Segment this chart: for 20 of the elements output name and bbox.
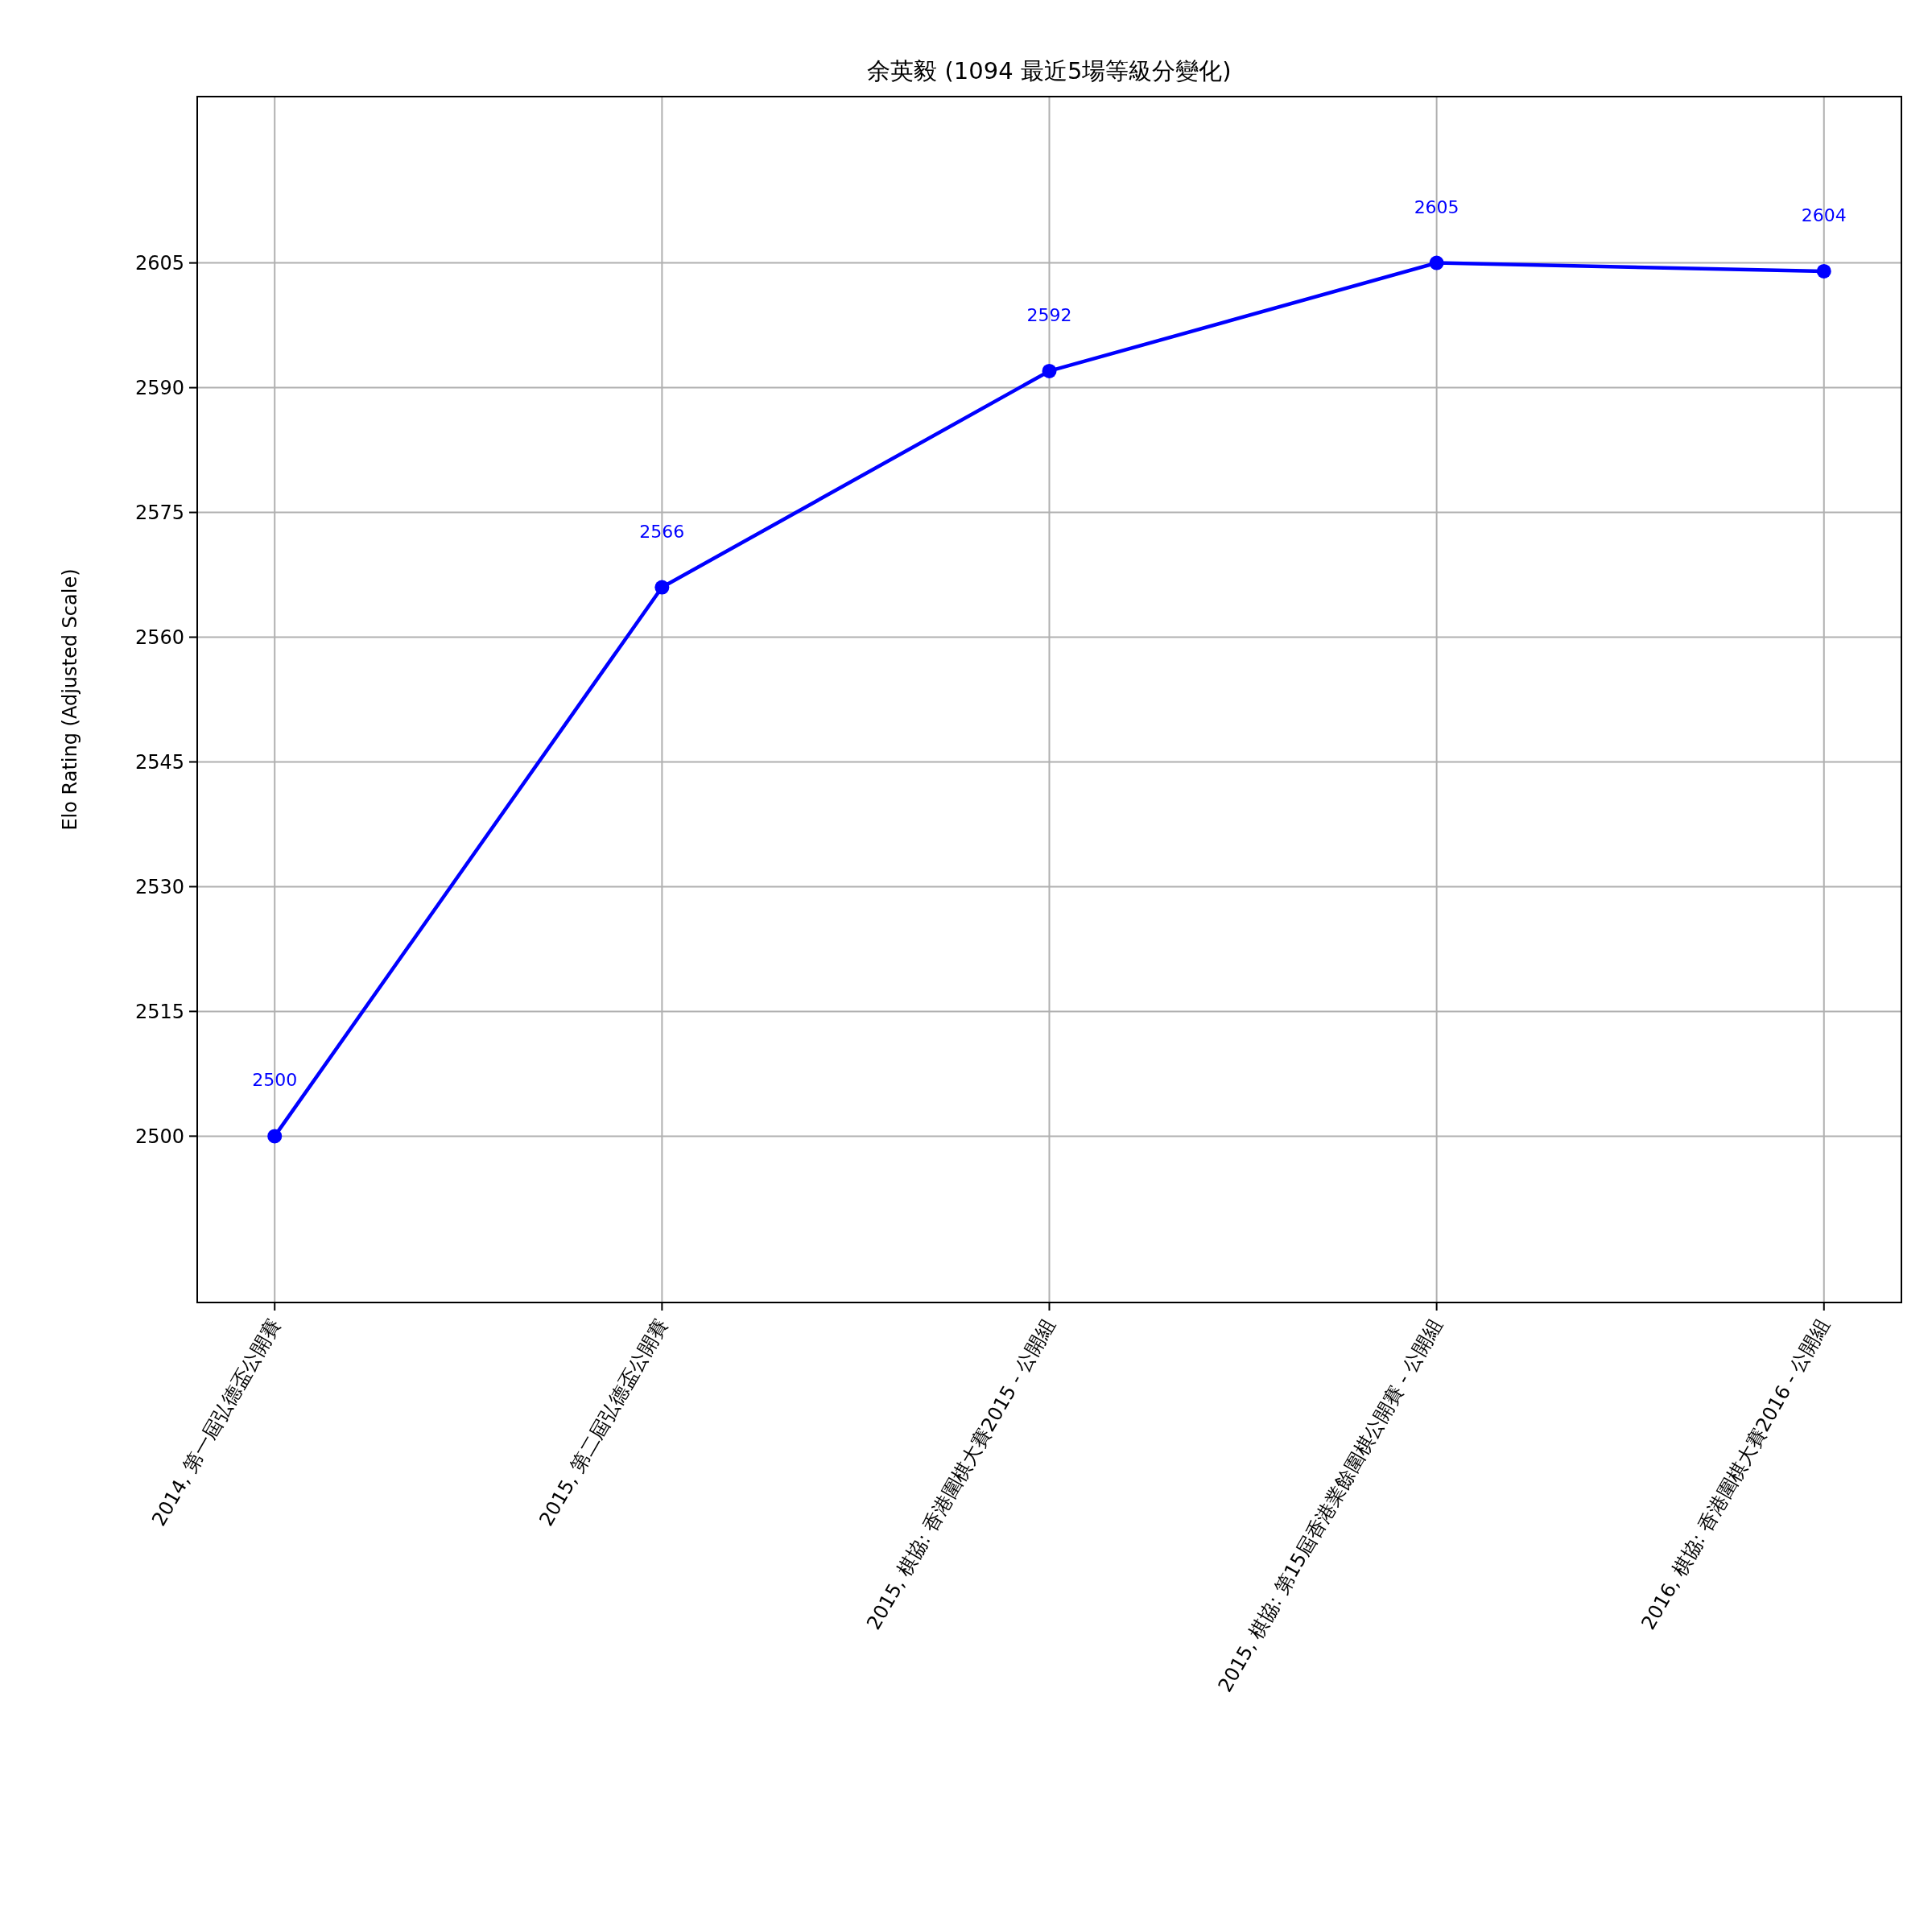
point [267, 1129, 283, 1144]
data-label: 2566 [639, 521, 685, 542]
y-tick-label: 2545 [134, 750, 184, 774]
point [1816, 263, 1831, 279]
y-tick-label: 2530 [134, 875, 184, 898]
data-label: 2605 [1414, 196, 1459, 217]
y-tick-label: 2500 [134, 1125, 184, 1148]
chart-title: 余英毅 (1094 最近5場等級分變化) [867, 57, 1232, 85]
point [1042, 363, 1057, 378]
y-tick-label: 2590 [134, 376, 184, 399]
y-tick-label: 2575 [134, 501, 184, 524]
y-tick-label: 2605 [134, 252, 184, 275]
y-tick-label: 2515 [134, 1000, 184, 1023]
y-tick-label: 2560 [134, 625, 184, 649]
data-label: 2604 [1801, 204, 1847, 225]
y-axis-title: Elo Rating (Adjusted Scale) [59, 568, 81, 831]
point [1429, 255, 1444, 270]
point [654, 580, 670, 595]
data-label: 2592 [1026, 304, 1072, 325]
data-label: 2500 [252, 1070, 298, 1091]
